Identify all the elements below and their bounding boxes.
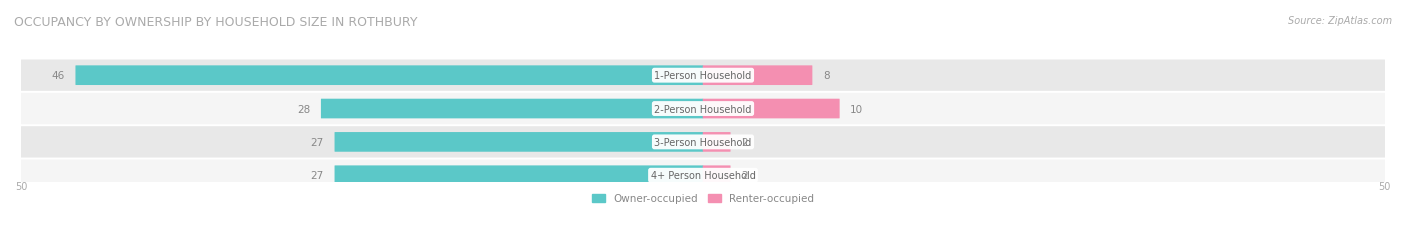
Text: 46: 46 [52, 71, 65, 81]
FancyBboxPatch shape [21, 160, 1385, 191]
FancyBboxPatch shape [321, 99, 703, 119]
Text: 27: 27 [311, 170, 323, 180]
Text: Source: ZipAtlas.com: Source: ZipAtlas.com [1288, 16, 1392, 26]
FancyBboxPatch shape [703, 166, 731, 185]
FancyBboxPatch shape [335, 132, 703, 152]
Legend: Owner-occupied, Renter-occupied: Owner-occupied, Renter-occupied [588, 189, 818, 208]
FancyBboxPatch shape [703, 66, 813, 86]
Text: 50: 50 [1379, 182, 1391, 191]
FancyBboxPatch shape [76, 66, 703, 86]
Text: 1-Person Household: 1-Person Household [654, 71, 752, 81]
FancyBboxPatch shape [21, 94, 1385, 125]
Text: 10: 10 [851, 104, 863, 114]
Text: 4+ Person Household: 4+ Person Household [651, 170, 755, 180]
Text: 2-Person Household: 2-Person Household [654, 104, 752, 114]
Text: 8: 8 [823, 71, 830, 81]
Text: 50: 50 [15, 182, 27, 191]
Text: 27: 27 [311, 137, 323, 147]
FancyBboxPatch shape [703, 99, 839, 119]
Text: 3-Person Household: 3-Person Household [654, 137, 752, 147]
FancyBboxPatch shape [21, 60, 1385, 91]
Text: OCCUPANCY BY OWNERSHIP BY HOUSEHOLD SIZE IN ROTHBURY: OCCUPANCY BY OWNERSHIP BY HOUSEHOLD SIZE… [14, 16, 418, 29]
FancyBboxPatch shape [335, 166, 703, 185]
Text: 2: 2 [741, 170, 748, 180]
Text: 2: 2 [741, 137, 748, 147]
FancyBboxPatch shape [703, 132, 731, 152]
FancyBboxPatch shape [21, 127, 1385, 158]
Text: 28: 28 [297, 104, 311, 114]
